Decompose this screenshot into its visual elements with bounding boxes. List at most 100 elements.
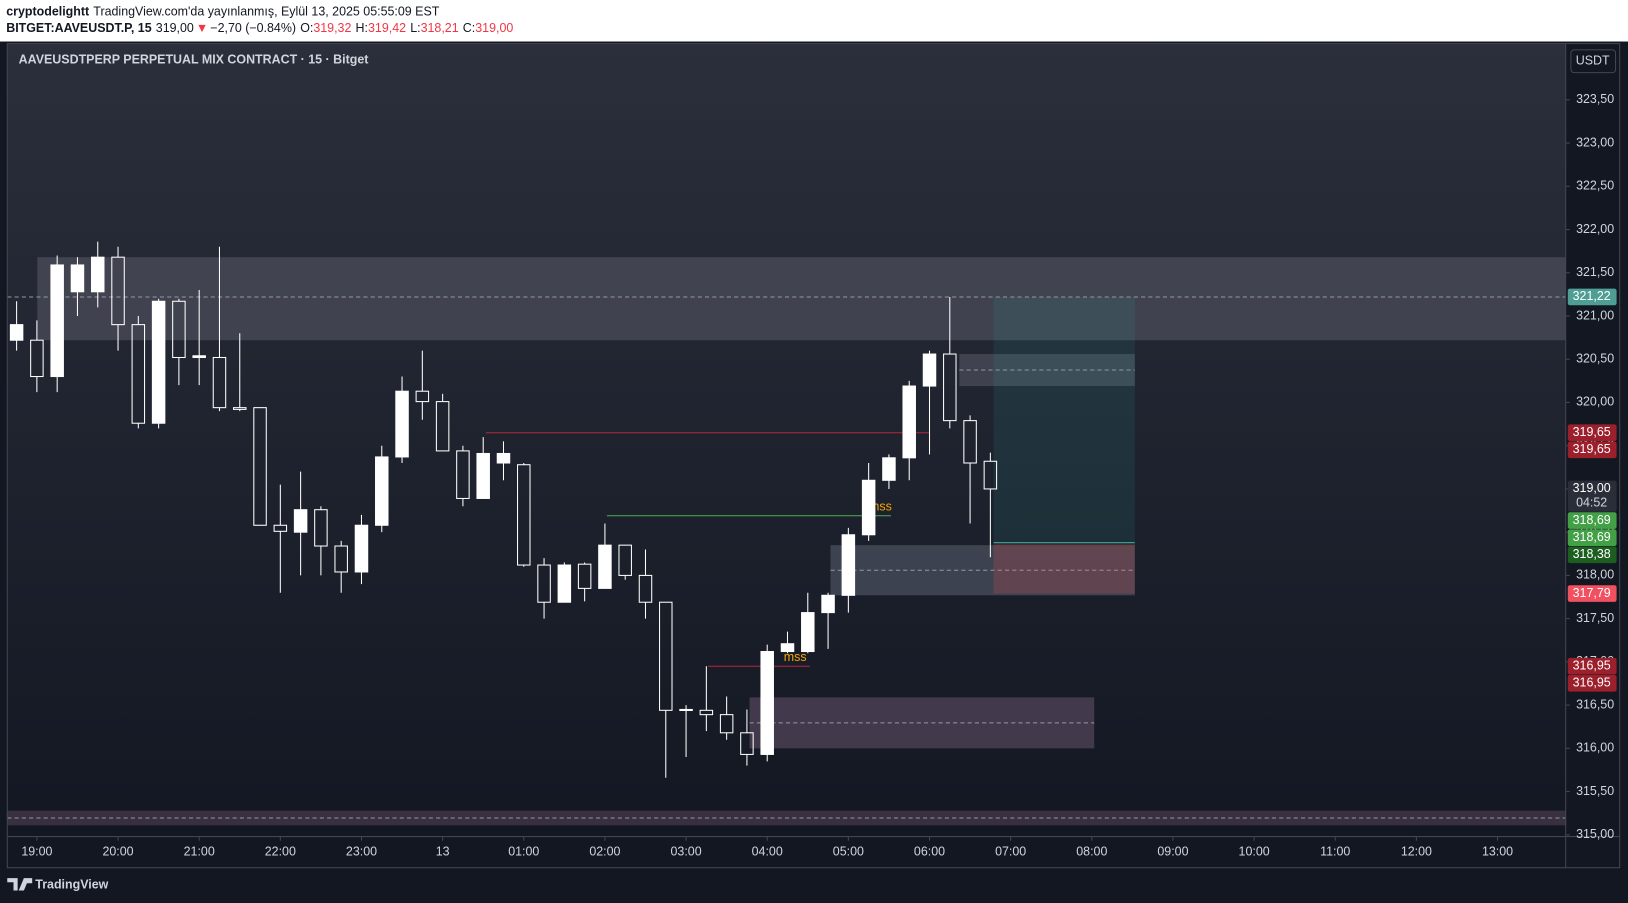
logo: TradingView: [7, 878, 109, 892]
c-label: C:: [463, 21, 475, 35]
y-tick-label: 323,50: [1576, 92, 1614, 106]
candle-body: [963, 420, 977, 464]
candle-body: [801, 612, 815, 653]
candle-body: [618, 544, 632, 576]
price-tag-label: 319,00: [1573, 481, 1611, 495]
user: cryptodelightt: [6, 5, 89, 19]
y-tick-label: 322,00: [1576, 222, 1614, 236]
o-label: O:: [300, 21, 313, 35]
y-tick-label: 316,00: [1576, 741, 1614, 755]
candle-body: [861, 479, 876, 536]
h-label: H:: [356, 21, 368, 35]
candle-body: [902, 385, 916, 459]
x-tick-label: 22:00: [265, 844, 296, 858]
header-line1: cryptodelightt TradingView.com'da yayınla…: [6, 5, 440, 19]
price-tag: [1567, 585, 1617, 602]
x-tick-label: 05:00: [833, 844, 864, 858]
candle-body: [679, 708, 693, 712]
candle-body: [131, 324, 146, 424]
candle-body: [983, 460, 998, 490]
candle-body: [537, 564, 551, 603]
chart-title: AAVEUSDTPERP PERPETUAL MIX CONTRACT · 15…: [19, 52, 369, 66]
candle-body: [233, 407, 247, 410]
candle-body: [354, 524, 369, 573]
candle-body: [476, 452, 490, 499]
candle-body: [638, 574, 653, 603]
candle-body: [841, 534, 856, 596]
last: 319,00: [156, 21, 194, 35]
logo-icon: [7, 878, 33, 891]
candle-body: [821, 594, 835, 614]
price-tag: [1567, 480, 1617, 512]
candle-body: [253, 407, 267, 526]
h: 319,42: [368, 21, 406, 35]
price-tag: [1567, 288, 1617, 306]
y-tick-label: 316,50: [1576, 697, 1614, 711]
y-tick-label: 318,00: [1576, 568, 1614, 582]
y-tick-label: 315,00: [1576, 827, 1614, 841]
published: TradingView.com'da yayınlanmış, Eylül 13…: [93, 5, 439, 19]
price-tag-label: 318,38: [1573, 547, 1611, 561]
c: 319,00: [475, 21, 513, 35]
x-tick-label: 01:00: [508, 844, 539, 858]
x-tick-label: 23:00: [346, 844, 377, 858]
l: 318,21: [421, 21, 459, 35]
candle-body: [293, 509, 308, 533]
x-tick-label: 20:00: [102, 844, 133, 858]
price-tag-label: 319,65: [1573, 442, 1611, 456]
l-label: L:: [410, 21, 420, 35]
x-tick-label: 12:00: [1401, 844, 1432, 858]
arrow: ▼: [196, 21, 208, 35]
x-tick-label: 08:00: [1076, 844, 1107, 858]
candle-body: [719, 714, 734, 734]
candle-body: [435, 401, 450, 452]
level-label: mss: [784, 650, 807, 664]
zone: [37, 257, 1566, 341]
x-tick-label: 07:00: [995, 844, 1026, 858]
header-line2: BITGET:AAVEUSDT.P, 15 319,00 ▼ −2,70 (−0.84…: [6, 21, 513, 35]
candle-body: [9, 324, 24, 341]
candle-body: [314, 509, 328, 547]
y-tick-label: 322,50: [1576, 179, 1614, 193]
candle-body: [659, 601, 673, 711]
x-tick-label: 19:00: [21, 844, 52, 858]
candle-body: [273, 524, 288, 532]
header-bar: [0, 0, 1628, 42]
countdown: 04:52: [1576, 496, 1607, 510]
y-tick-label: 321,50: [1576, 265, 1614, 279]
price-tag: [1567, 441, 1617, 459]
y-tick-label: 317,50: [1576, 611, 1614, 625]
y-tick-label: 315,50: [1576, 784, 1614, 798]
y-tick-label: 320,50: [1576, 352, 1614, 366]
candle-body: [740, 732, 754, 755]
zone: [830, 545, 1135, 596]
logo-text: TradingView: [35, 878, 108, 892]
candle-body: [90, 256, 105, 293]
currency[interactable]: USDT: [1576, 54, 1610, 68]
price-tag: [1567, 424, 1617, 442]
price-tag: [1567, 675, 1617, 692]
x-tick-label: 21:00: [184, 844, 215, 858]
candle-body: [395, 390, 409, 458]
candle-body: [334, 545, 348, 573]
candle-body: [415, 390, 430, 403]
x-tick-label: 10:00: [1239, 844, 1270, 858]
x-tick-label: 02:00: [589, 844, 620, 858]
change: −2,70 (−0.84%): [210, 21, 296, 35]
price-tag-label: 318,69: [1573, 513, 1611, 527]
y-tick-label: 320,00: [1576, 395, 1614, 409]
candle-body: [30, 339, 44, 378]
candle-body: [780, 643, 795, 653]
price-tag-label: 319,65: [1573, 425, 1611, 439]
candle-body: [882, 457, 896, 481]
symbol: BITGET:AAVEUSDT.P, 15: [6, 21, 151, 35]
candle-body: [151, 300, 166, 424]
x-tick-label: 13: [436, 844, 450, 858]
currency-button[interactable]: [1570, 49, 1617, 74]
candle-body: [172, 300, 186, 359]
candle-body: [922, 353, 937, 387]
x-tick-label: 06:00: [914, 844, 945, 858]
price-tag-label: 317,79: [1573, 586, 1611, 600]
